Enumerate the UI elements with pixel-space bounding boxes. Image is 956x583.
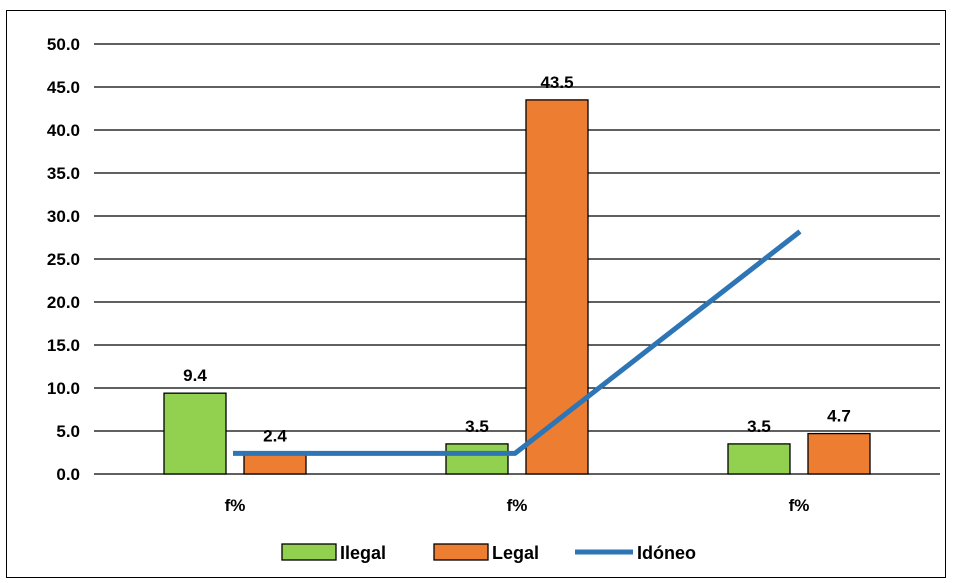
category-label: f% <box>225 496 246 515</box>
line-series <box>233 229 802 456</box>
legend-label: Idóneo <box>637 543 696 563</box>
data-label-ilegal-1: 9.4 <box>183 366 207 385</box>
bar-ilegal-1 <box>163 392 227 475</box>
y-tick-label: 35.0 <box>47 164 80 183</box>
data-label-ilegal-2: 3.5 <box>465 417 489 436</box>
gridlines <box>94 43 940 475</box>
data-label-legal-1: 2.4 <box>263 426 287 445</box>
bar-ilegal-2 <box>445 443 509 475</box>
category-labels: f% f% f% <box>225 496 810 515</box>
y-tick-label: 50.0 <box>47 35 80 54</box>
y-tick-label: 0.0 <box>56 465 80 484</box>
y-tick-label: 10.0 <box>47 379 80 398</box>
y-axis-tick-labels: 0.0 5.0 10.0 15.0 20.0 25.0 30.0 35.0 40.0 45.0 50… <box>47 35 80 484</box>
bar-legal-3 <box>807 432 871 475</box>
category-label: f% <box>789 496 810 515</box>
data-label-ilegal-3: 3.5 <box>747 417 771 436</box>
legend: Ilegal Legal Idóneo <box>281 543 696 563</box>
bar-legal-2 <box>525 99 589 475</box>
chart-frame <box>6 10 946 578</box>
legend-swatch-ilegal <box>281 543 337 561</box>
y-tick-label: 25.0 <box>47 250 80 269</box>
y-tick-label: 30.0 <box>47 207 80 226</box>
bar-legal-1 <box>243 452 307 475</box>
legend-label: Ilegal <box>340 543 386 563</box>
data-label-legal-3: 4.7 <box>827 407 851 426</box>
bar-ilegal-3 <box>727 443 791 475</box>
y-tick-label: 40.0 <box>47 121 80 140</box>
y-tick-label: 20.0 <box>47 293 80 312</box>
legend-swatch-legal <box>433 543 489 561</box>
data-label-legal-2: 43.5 <box>540 73 573 92</box>
y-tick-label: 15.0 <box>47 336 80 355</box>
legend-label: Legal <box>492 543 539 563</box>
y-tick-label: 45.0 <box>47 78 80 97</box>
bars <box>163 99 871 475</box>
category-label: f% <box>507 496 528 515</box>
data-labels: 9.4 2.4 3.5 43.5 3.5 4.7 <box>183 73 851 445</box>
line-idoneo <box>233 229 802 456</box>
y-tick-label: 5.0 <box>56 422 80 441</box>
